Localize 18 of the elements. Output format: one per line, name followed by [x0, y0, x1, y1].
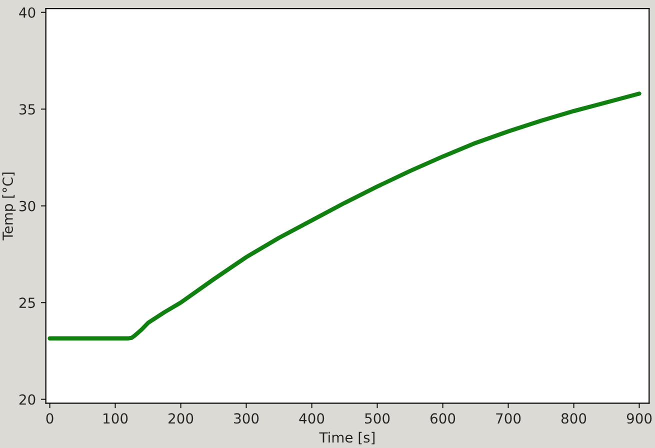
x-tick-label: 800 [561, 413, 586, 424]
line-series [48, 92, 642, 340]
y-axis-title: Temp [°C] [2, 172, 16, 240]
x-tick-label: 300 [234, 413, 259, 424]
y-tick-label: 35 [20, 104, 35, 115]
x-axis-title: Time [s] [319, 432, 375, 444]
y-tick-label: 25 [19, 298, 35, 308]
x-tick-label: 700 [496, 413, 521, 424]
x-tick-label: 200 [168, 413, 194, 424]
y-tick-label: 20 [19, 394, 36, 405]
x-tick-label: 400 [299, 413, 324, 424]
x-tick-label: 500 [365, 413, 390, 424]
x-tick-label: 900 [626, 413, 652, 424]
y-tick-label: 30 [20, 200, 36, 212]
x-tick-label: 100 [104, 413, 128, 424]
x-tick-label: 600 [430, 413, 456, 424]
y-tick-label: 40 [19, 7, 36, 18]
x-tick-label: 0 [46, 413, 54, 424]
